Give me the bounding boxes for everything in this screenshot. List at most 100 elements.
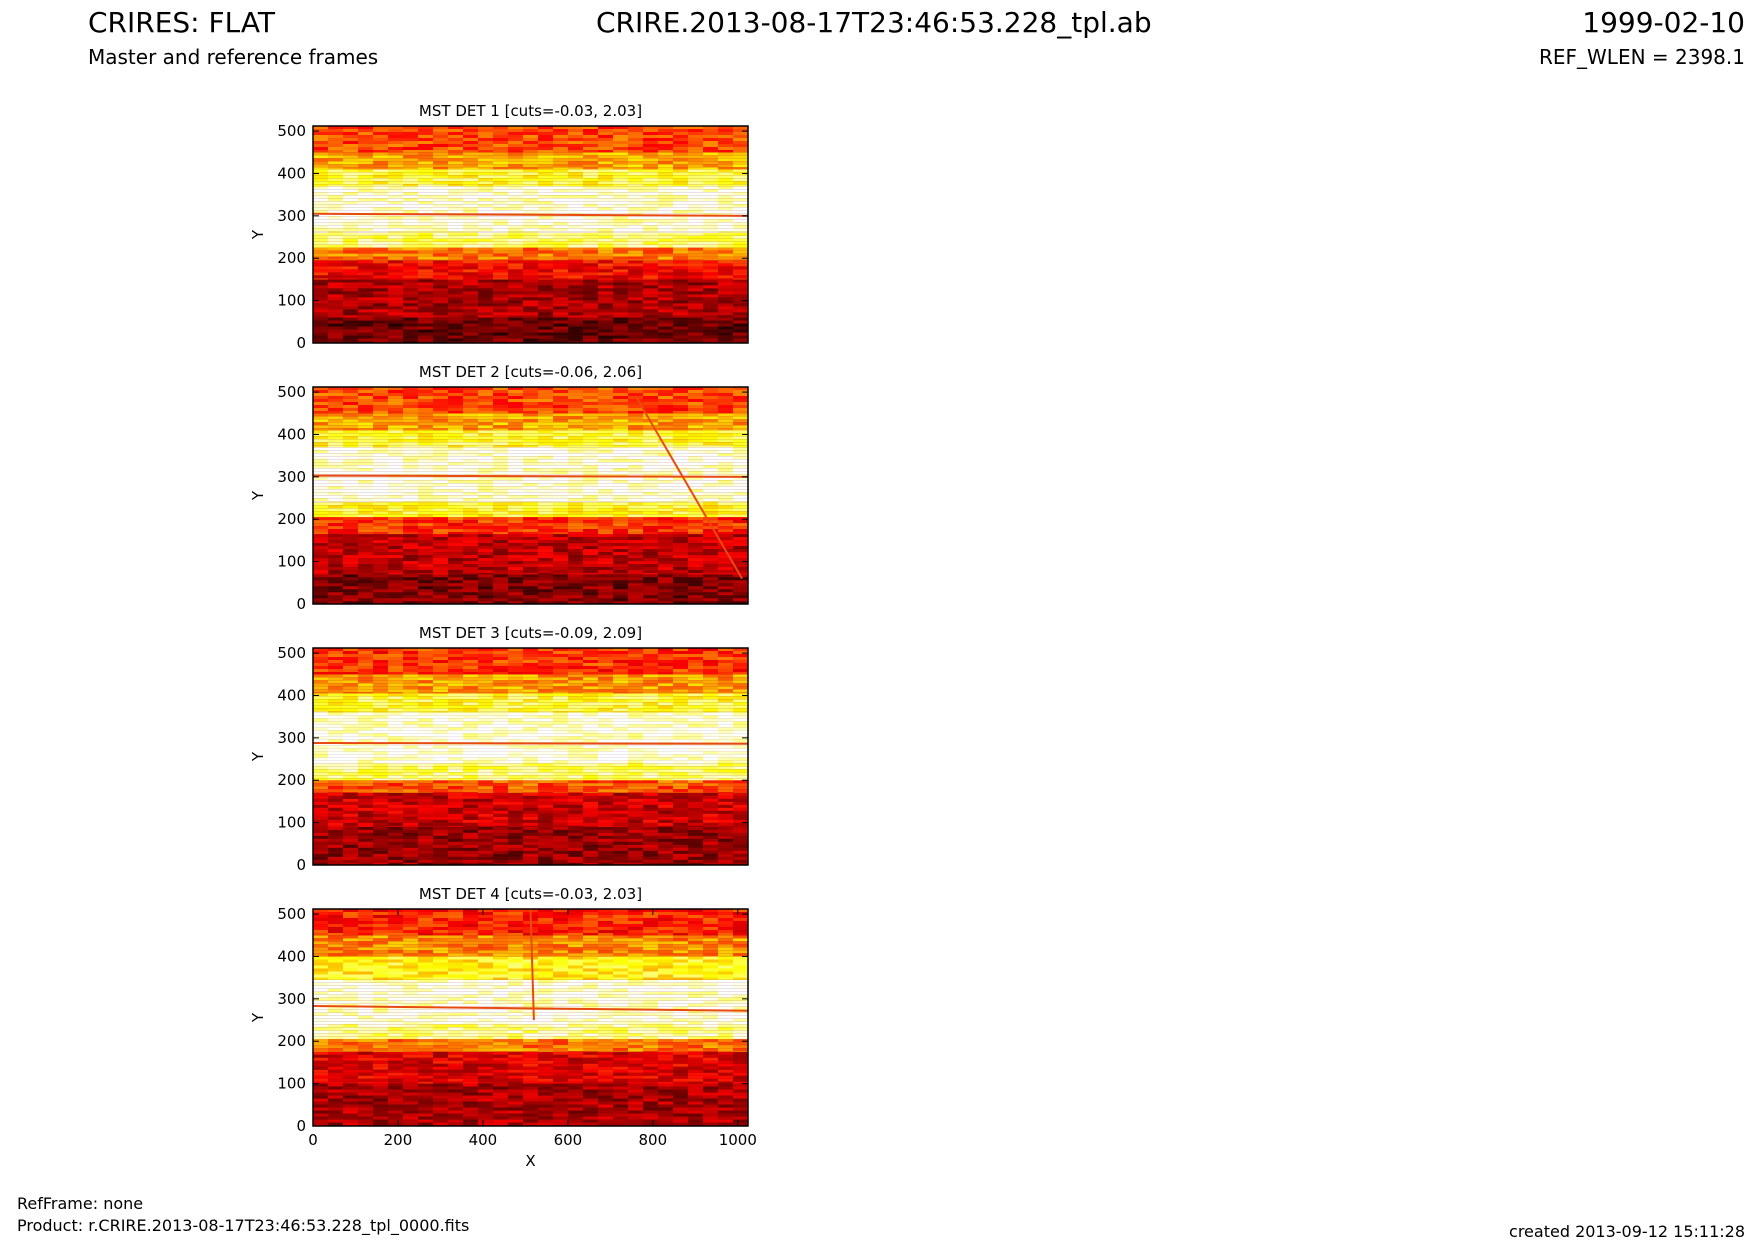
- heatmap-cell: [703, 288, 718, 292]
- heatmap-cell: [553, 167, 568, 170]
- heatmap-cell: [643, 402, 658, 405]
- heatmap-cell: [373, 167, 388, 170]
- heatmap-cell: [703, 235, 718, 239]
- heatmap-cell: [688, 807, 703, 811]
- heatmap-cell: [733, 520, 748, 524]
- heatmap-cell: [373, 483, 388, 487]
- heatmap-cell: [403, 235, 418, 239]
- heatmap-cell: [418, 580, 433, 584]
- heatmap-cell: [463, 856, 478, 860]
- heatmap-cell: [463, 795, 478, 799]
- heatmap-cell: [718, 546, 733, 550]
- heatmap-cell: [523, 555, 538, 559]
- heatmap-cell: [598, 329, 613, 333]
- heatmap-cell: [358, 256, 373, 260]
- heatmap-cell: [433, 250, 448, 254]
- heatmap-cell: [673, 235, 688, 239]
- heatmap-cell: [628, 835, 643, 839]
- heatmap-cell: [358, 523, 373, 527]
- heatmap-cell: [568, 147, 583, 150]
- heatmap-cell: [523, 583, 538, 587]
- heatmap-cell: [508, 574, 523, 578]
- heatmap-cell: [388, 169, 403, 173]
- heatmap-cell: [703, 263, 718, 267]
- heatmap-cell: [673, 549, 688, 553]
- heatmap-cell: [628, 238, 643, 242]
- heatmap-cell: [688, 332, 703, 336]
- heatmap-cell: [553, 416, 568, 420]
- heatmap-cell: [418, 807, 433, 811]
- heatmap-cell: [313, 505, 328, 509]
- heatmap-cell: [703, 589, 718, 593]
- heatmap-cell: [463, 263, 478, 267]
- heatmap-cell: [373, 436, 388, 440]
- heatmap-cell: [463, 300, 478, 304]
- heatmap-cell: [493, 526, 508, 530]
- heatmap-cell: [613, 453, 628, 457]
- heatmap-cell: [343, 152, 358, 156]
- heatmap-cell: [448, 798, 463, 802]
- heatmap-cell: [418, 204, 433, 208]
- heatmap-cell: [673, 850, 688, 854]
- heatmap-cell: [373, 235, 388, 239]
- heatmap-cell: [418, 477, 433, 481]
- heatmap-cell: [568, 288, 583, 292]
- heatmap-cell: [583, 428, 598, 431]
- heatmap-cell: [703, 471, 718, 475]
- heatmap-cell: [448, 526, 463, 530]
- heatmap-cell: [493, 841, 508, 845]
- heatmap-cell: [733, 580, 748, 584]
- heatmap-cell: [673, 184, 688, 187]
- heatmap-cell: [448, 859, 463, 863]
- heatmap-cell: [313, 141, 328, 144]
- heatmap-cell: [703, 853, 718, 857]
- heatmap-cell: [583, 459, 598, 463]
- heatmap-cell: [523, 552, 538, 556]
- heatmap-cell: [418, 583, 433, 587]
- heatmap-cell: [388, 210, 403, 214]
- heatmap-cell: [358, 405, 373, 408]
- heatmap-cell: [613, 338, 628, 342]
- heatmap-cell: [388, 589, 403, 593]
- heatmap-cell: [448, 577, 463, 581]
- heatmap-cell: [643, 272, 658, 276]
- heatmap-cell: [718, 804, 733, 808]
- heatmap-cell: [328, 483, 343, 487]
- heatmap-cell: [343, 453, 358, 457]
- heatmap-cell: [388, 195, 403, 199]
- heatmap-cell: [403, 847, 418, 851]
- heatmap-cell: [628, 801, 643, 805]
- heatmap-cell: [493, 201, 508, 205]
- heatmap-cell: [523, 436, 538, 440]
- heatmap-cell: [478, 549, 493, 553]
- heatmap-cell: [733, 589, 748, 593]
- heatmap-cell: [583, 158, 598, 162]
- heatmap-cell: [643, 198, 658, 202]
- heatmap-cell: [553, 583, 568, 587]
- heatmap-cell: [688, 315, 703, 318]
- heatmap-cell: [358, 501, 373, 503]
- heatmap-cell: [583, 508, 598, 512]
- heatmap-cell: [478, 529, 493, 533]
- heatmap-cell: [373, 511, 388, 515]
- heatmap-cell: [643, 285, 658, 289]
- heatmap-cell: [433, 558, 448, 562]
- heatmap-cell: [733, 517, 748, 521]
- heatmap-cell: [628, 167, 643, 170]
- heatmap-cell: [313, 138, 328, 141]
- heatmap-cell: [358, 204, 373, 208]
- heatmap-cell: [538, 495, 553, 499]
- heatmap-cell: [328, 471, 343, 475]
- heatmap-cell: [328, 201, 343, 205]
- heatmap-cell: [373, 393, 388, 396]
- heatmap-cell: [538, 442, 553, 446]
- heatmap-cell: [718, 573, 733, 575]
- heatmap-cell: [598, 256, 613, 260]
- heatmap-cell: [523, 826, 538, 830]
- heatmap-cell: [508, 501, 523, 503]
- heatmap-cell: [538, 278, 553, 280]
- heatmap-cell: [508, 567, 523, 571]
- heatmap-cell: [493, 442, 508, 446]
- heatmap-cell: [688, 306, 703, 310]
- heatmap-cell: [328, 207, 343, 211]
